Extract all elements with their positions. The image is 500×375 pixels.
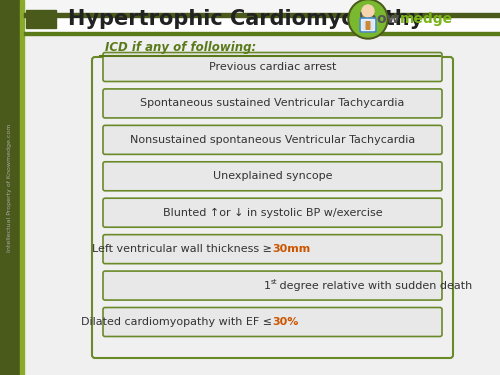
FancyBboxPatch shape	[103, 271, 442, 300]
Text: st: st	[270, 279, 277, 285]
Text: Hypertrophic Cardiomyopathy: Hypertrophic Cardiomyopathy	[68, 9, 423, 29]
Bar	[24, 0, 500, 13]
Text: Left ventricular wall thickness ≥: Left ventricular wall thickness ≥	[92, 244, 272, 254]
FancyBboxPatch shape	[360, 18, 376, 32]
Text: know: know	[358, 12, 400, 26]
Text: 30mm: 30mm	[272, 244, 311, 254]
Circle shape	[348, 0, 388, 39]
FancyBboxPatch shape	[92, 57, 453, 358]
Text: medge: medge	[400, 12, 453, 26]
FancyBboxPatch shape	[103, 198, 442, 227]
Text: ICD if any of following:: ICD if any of following:	[105, 42, 256, 54]
Bar	[24, 13, 500, 17]
FancyBboxPatch shape	[103, 53, 442, 81]
FancyBboxPatch shape	[362, 20, 374, 30]
Text: Spontaneous sustained Ventricular Tachycardia: Spontaneous sustained Ventricular Tachyc…	[140, 98, 404, 108]
FancyBboxPatch shape	[103, 125, 442, 154]
FancyBboxPatch shape	[103, 162, 442, 191]
Text: Blunted ↑or ↓ in systolic BP w/exercise: Blunted ↑or ↓ in systolic BP w/exercise	[162, 208, 382, 218]
Text: Previous cardiac arrest: Previous cardiac arrest	[209, 62, 336, 72]
Text: 30%: 30%	[272, 317, 299, 327]
Bar	[24, 32, 500, 35]
Text: Intellectual Property of Knowmedge.com: Intellectual Property of Knowmedge.com	[8, 124, 12, 252]
Circle shape	[362, 5, 374, 17]
FancyBboxPatch shape	[103, 235, 442, 264]
FancyBboxPatch shape	[366, 22, 370, 29]
Text: Nonsustained spontaneous Ventricular Tachycardia: Nonsustained spontaneous Ventricular Tac…	[130, 135, 415, 145]
Bar	[0, 0, 20, 375]
Bar	[24, 17, 500, 32]
Text: degree relative with sudden death: degree relative with sudden death	[276, 280, 473, 291]
FancyBboxPatch shape	[103, 89, 442, 118]
Circle shape	[350, 1, 386, 37]
Text: 1: 1	[264, 280, 270, 291]
FancyBboxPatch shape	[103, 308, 442, 336]
Bar	[26, 10, 56, 28]
Text: Unexplained syncope: Unexplained syncope	[213, 171, 332, 181]
Text: Dilated cardiomyopathy with EF ≤: Dilated cardiomyopathy with EF ≤	[82, 317, 272, 327]
Bar	[20, 0, 24, 375]
